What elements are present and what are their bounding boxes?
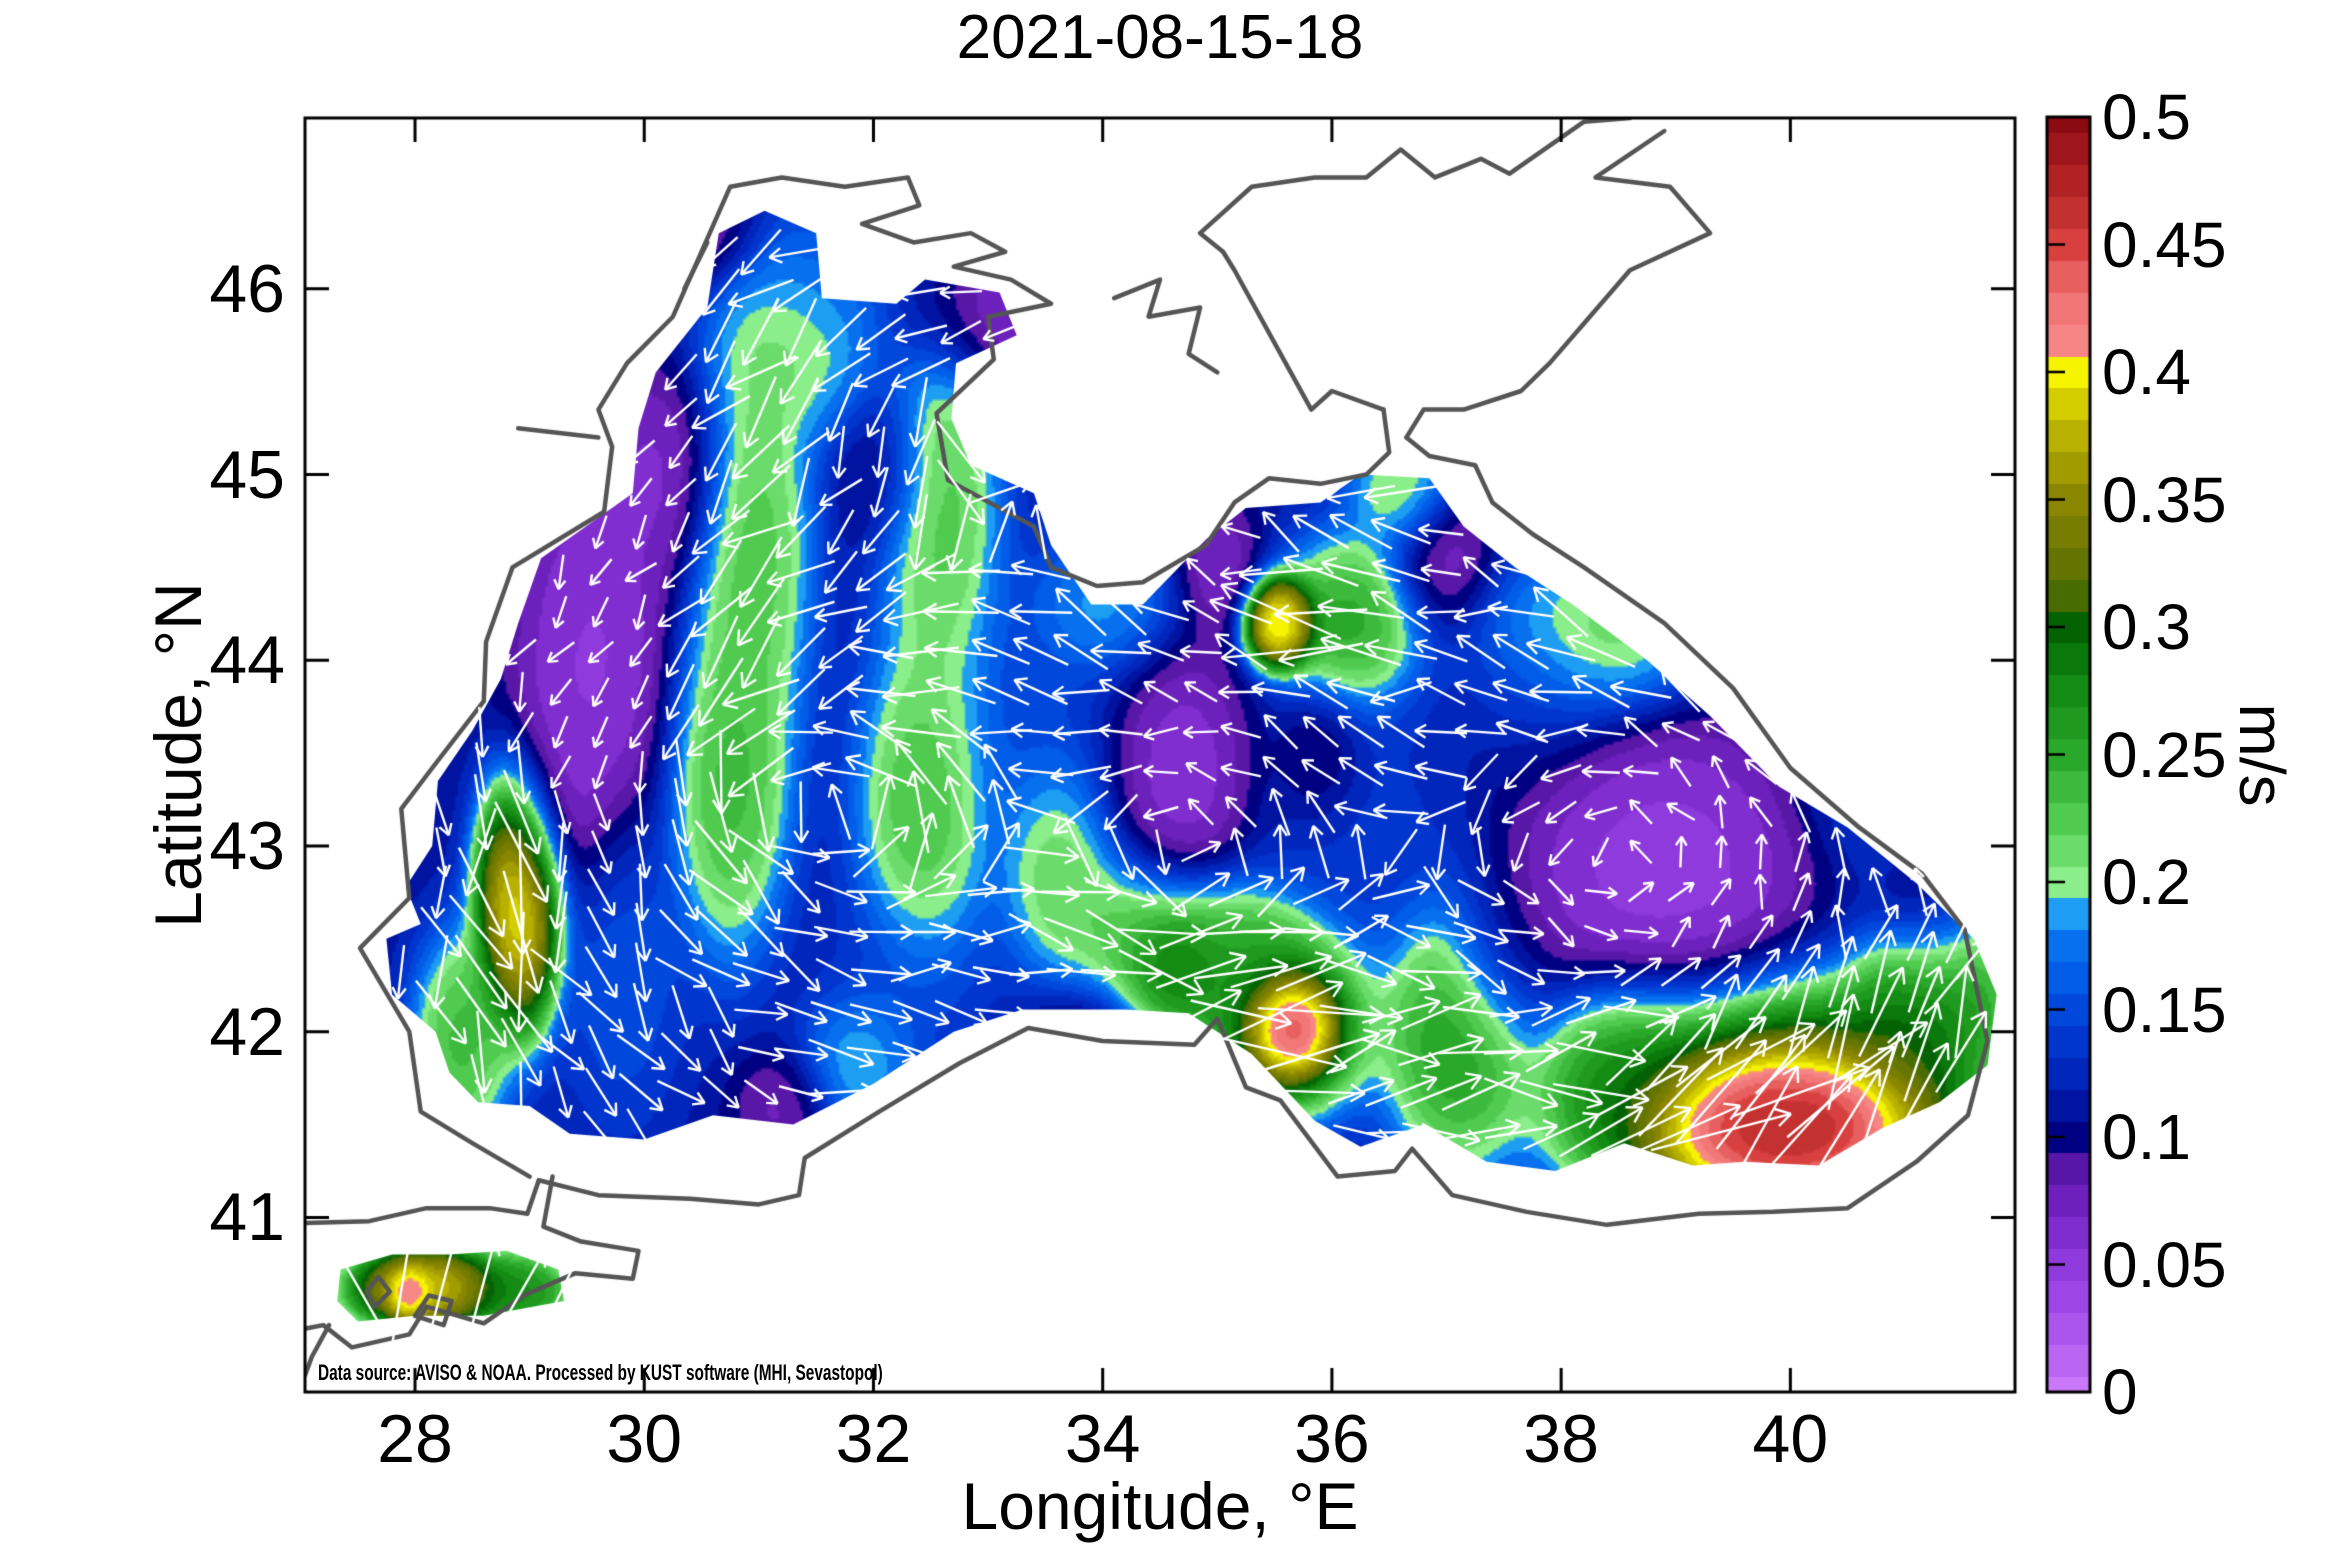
plot-title: 2021-08-15-18 <box>956 3 1364 72</box>
xtick-label: 40 <box>1752 1401 1829 1477</box>
ytick-label: 44 <box>209 622 285 699</box>
xtick-label: 28 <box>377 1401 453 1477</box>
cbtick-label: 0.25 <box>2102 718 2227 791</box>
xtick-label: 36 <box>1294 1401 1370 1477</box>
xtick-label: 30 <box>606 1401 683 1477</box>
cbtick-label: 0.05 <box>2102 1228 2227 1301</box>
x-axis-label: Longitude, °E <box>961 1469 1359 1543</box>
cbtick-label: 0.1 <box>2102 1101 2191 1173</box>
ytick-label: 43 <box>209 808 285 884</box>
ytick-label: 45 <box>209 436 285 513</box>
ytick-label: 46 <box>209 250 285 327</box>
cbtick-label: 0.45 <box>2102 208 2227 281</box>
ytick-label: 41 <box>209 1179 285 1256</box>
ytick-label: 42 <box>209 993 285 1070</box>
cbtick-label: 0.2 <box>2102 846 2191 918</box>
xtick-label: 32 <box>835 1401 912 1477</box>
cbtick-label: 0.15 <box>2102 973 2227 1046</box>
cbtick-label: 0.35 <box>2102 463 2227 536</box>
colorbar-unit-label: m/s <box>2226 703 2298 807</box>
cbtick-label: 0.4 <box>2102 336 2191 408</box>
xtick-label: 34 <box>1064 1401 1141 1477</box>
cbtick-label: 0.5 <box>2102 81 2191 153</box>
cbtick-label: 0.3 <box>2102 591 2191 663</box>
cbtick-label: 0 <box>2102 1356 2138 1428</box>
xtick-label: 38 <box>1523 1401 1599 1477</box>
attribution-text: Data source: AVISO & NOAA. Processed by … <box>318 1360 883 1385</box>
